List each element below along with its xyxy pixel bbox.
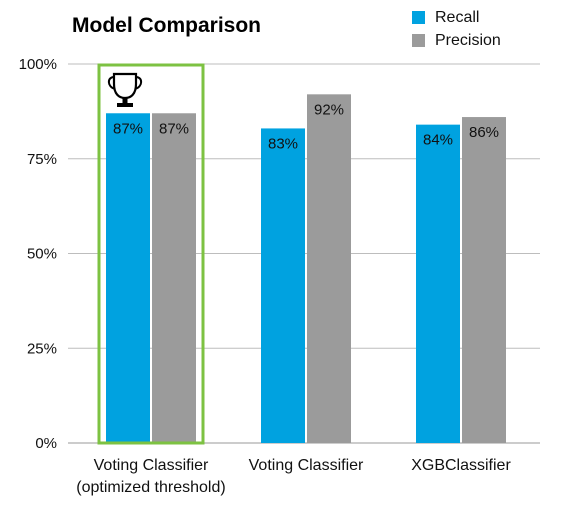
x-tick-label-1: Voting Classifier [249,457,364,474]
bar-recall-1 [261,128,305,443]
data-label-recall-1: 83% [268,135,298,152]
x-tick-label-2: XGBClassifier [411,457,511,474]
y-tick-label-50: 50% [27,246,57,263]
data-label-precision-2: 86% [469,124,499,141]
x-tick-label-0-line1: (optimized threshold) [76,479,225,496]
data-label-recall-0: 87% [113,120,143,137]
y-tick-label-75: 75% [27,151,57,168]
trophy-icon [109,74,141,107]
bar-precision-2 [462,117,506,443]
bar-precision-1 [307,94,351,443]
y-tick-label-0: 0% [35,435,57,452]
data-label-recall-2: 84% [423,132,453,149]
x-tick-label-0: Voting Classifier [94,457,209,474]
y-tick-label-25: 25% [27,340,57,357]
bar-recall-2 [416,125,460,443]
bar-precision-0 [152,113,196,443]
y-tick-label-100: 100% [19,56,57,73]
data-label-precision-1: 92% [314,101,344,118]
data-label-precision-0: 87% [159,120,189,137]
bar-recall-0 [106,113,150,443]
